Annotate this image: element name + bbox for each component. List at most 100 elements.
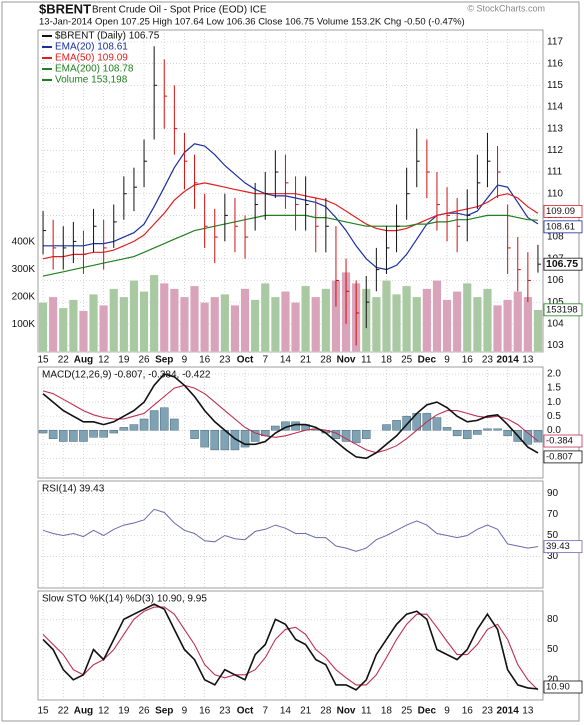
x-tick-label: 14 xyxy=(280,706,292,717)
x-tick-label: 23 xyxy=(482,355,494,366)
volume-bar xyxy=(48,296,58,353)
volume-bar xyxy=(190,285,199,353)
histogram-bar xyxy=(200,429,209,448)
x-tick-label: 16 xyxy=(462,706,474,717)
histogram-bar xyxy=(170,418,179,431)
volume-bar xyxy=(462,283,472,353)
x-tick-label: 2014 xyxy=(497,706,520,717)
x-tick-label: 11 xyxy=(361,706,372,717)
volume-bar xyxy=(230,305,240,353)
value-tag xyxy=(543,434,583,448)
volume-bar xyxy=(291,302,300,353)
value-tag-label: 10.90 xyxy=(546,682,570,693)
x-tick-label: 28 xyxy=(320,355,332,366)
value-tag-label: 108.61 xyxy=(546,221,575,232)
volume-bar xyxy=(119,296,129,353)
value-tag-label: 39.43 xyxy=(546,541,570,552)
x-tick-label: 22 xyxy=(58,355,70,366)
volume-bar xyxy=(68,299,78,353)
volume-bar xyxy=(89,294,98,353)
volume-bar xyxy=(392,294,401,353)
histogram-bar xyxy=(119,427,129,431)
histogram-bar xyxy=(250,429,260,442)
line xyxy=(42,214,539,277)
line xyxy=(42,182,539,260)
y-tick-label: 114 xyxy=(547,102,563,113)
x-tick-label: 25 xyxy=(401,355,413,366)
y-tick-label: 106 xyxy=(547,275,564,286)
x-tick-label: Sep xyxy=(155,706,173,717)
x-tick-label: 9 xyxy=(182,355,188,366)
volume-bar xyxy=(180,296,189,353)
x-tick-label: 7 xyxy=(262,355,268,366)
x-tick-label: 26 xyxy=(138,706,150,717)
histogram-bar xyxy=(452,429,462,437)
histogram-bar xyxy=(38,429,48,434)
histogram-bar xyxy=(240,429,250,448)
x-tick-label: 13 xyxy=(522,355,534,366)
histogram-bar xyxy=(139,418,149,431)
volume-bar xyxy=(99,305,109,353)
instrument-name: Brent Crude Oil - Spot Price (EOD) ICE xyxy=(92,5,267,16)
x-tick-label: Dec xyxy=(418,706,437,717)
symbol: $BRENT xyxy=(39,1,91,16)
volume-bar xyxy=(200,302,210,353)
y-tick-label: 112 xyxy=(547,145,563,156)
histogram-bar xyxy=(109,429,119,434)
value-tag xyxy=(543,450,583,464)
volume-bar xyxy=(210,296,220,353)
y-tick-label: 70 xyxy=(547,509,559,520)
line xyxy=(42,384,539,454)
line xyxy=(42,603,539,691)
y-tick-label: 113 xyxy=(547,123,563,134)
x-tick-label: 9 xyxy=(444,355,450,366)
legend-label: EMA(50) 109.09 xyxy=(55,53,128,64)
y-tick-label: 117 xyxy=(547,37,563,48)
x-tick-label: 25 xyxy=(401,706,413,717)
y-tick-label: 0.0 xyxy=(547,425,561,436)
value-tag xyxy=(543,303,583,317)
volume-bar xyxy=(523,296,533,353)
x-tick-label: 9 xyxy=(182,706,188,717)
x-tick-label: Nov xyxy=(337,706,356,717)
y-tick-label: 20 xyxy=(547,674,559,685)
volume-bar xyxy=(432,280,442,353)
y-tick-label: 50 xyxy=(547,644,559,655)
histogram-bar xyxy=(473,429,482,435)
x-tick-label: 12 xyxy=(98,706,110,717)
x-tick-label: 18 xyxy=(381,706,393,717)
watermark: © StockCharts.com xyxy=(467,3,545,13)
volume-bar xyxy=(129,280,139,353)
y-tick-label: 0.5 xyxy=(547,411,561,422)
x-tick-label: Oct xyxy=(237,355,254,366)
x-tick-label: 15 xyxy=(37,706,49,717)
x-tick-label: 23 xyxy=(219,355,231,366)
x-tick-label: 19 xyxy=(118,706,130,717)
histogram-bar xyxy=(331,429,341,439)
volume-bar xyxy=(493,305,502,353)
volume-bar xyxy=(513,291,523,353)
histogram-bar xyxy=(210,429,220,451)
volume-bar xyxy=(321,288,331,353)
x-tick-label: 16 xyxy=(199,706,211,717)
value-tag xyxy=(543,257,583,271)
x-tick-label: 18 xyxy=(381,355,393,366)
x-tick-label: 23 xyxy=(219,706,231,717)
histogram-bar xyxy=(149,410,159,431)
line xyxy=(43,143,539,271)
volume-bar xyxy=(311,296,321,353)
volume-bar xyxy=(402,285,412,353)
x-tick-label: 16 xyxy=(199,355,211,366)
y-tick-label: 30 xyxy=(547,551,559,562)
histogram-bar xyxy=(48,429,58,439)
volume-bar xyxy=(159,283,169,353)
histogram-bar xyxy=(351,429,361,444)
value-tag xyxy=(543,205,583,218)
y-tick-label: 103 xyxy=(547,340,564,351)
volume-bar xyxy=(442,299,452,353)
legend-label: $BRENT (Daily) 106.75 xyxy=(55,31,160,42)
legend-label: EMA(20) 108.61 xyxy=(55,42,128,53)
histogram-bar xyxy=(392,420,401,431)
line xyxy=(42,373,539,460)
